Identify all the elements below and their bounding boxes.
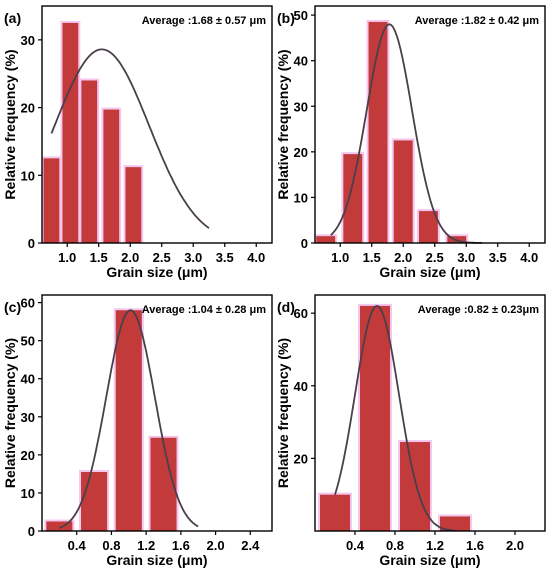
y-tick-label: 30 — [21, 410, 35, 425]
y-tick-label: 60 — [294, 306, 308, 321]
bar — [43, 158, 60, 243]
panel-label: (b) — [277, 10, 295, 26]
y-tick-label: 10 — [294, 190, 308, 205]
y-tick-label: 20 — [294, 451, 308, 466]
y-tick-label: 20 — [21, 101, 35, 116]
y-tick-label: 30 — [294, 99, 308, 114]
bar — [360, 305, 390, 531]
bar — [150, 437, 177, 531]
bar — [440, 516, 470, 531]
panel-label: (d) — [277, 299, 295, 315]
y-tick-label: 10 — [21, 486, 35, 501]
y-tick-label: 60 — [21, 296, 35, 311]
fit-curve — [330, 23, 482, 244]
x-tick-label: 1.0 — [58, 250, 76, 265]
x-tick-label: 1.0 — [331, 250, 349, 265]
bar — [62, 22, 79, 243]
y-tick-label: 50 — [21, 334, 35, 349]
plot-frame — [314, 5, 546, 244]
bar — [81, 472, 108, 531]
x-tick-label: 1.2 — [137, 538, 155, 553]
bar — [343, 154, 363, 243]
x-axis-title: Grain size (μm) — [379, 264, 480, 280]
y-tick-label: 0 — [301, 236, 308, 251]
x-tick-label: 1.5 — [363, 250, 381, 265]
x-tick-label: 2.0 — [121, 250, 139, 265]
x-tick-label: 1.5 — [90, 250, 108, 265]
x-tick-label: 3.5 — [489, 250, 507, 265]
x-tick-label: 2.0 — [207, 538, 225, 553]
panel-label: (c) — [4, 299, 21, 315]
average-annotation: Average :0.82 ± 0.23μm — [418, 304, 539, 316]
average-annotation: Average :1.82 ± 0.42 μm — [415, 15, 539, 27]
y-tick-label: 10 — [21, 168, 35, 183]
fit-curve — [59, 309, 199, 529]
chart-panel-3: 0.4 0.8 1.2 1.6 2.0 2.4 0 10 20 30 40 50 60 Grain siz… — [2, 294, 273, 568]
x-tick-label: 0.4 — [346, 538, 365, 553]
y-tick-label: 30 — [21, 33, 35, 48]
x-tick-label: 3.0 — [457, 250, 475, 265]
y-axis-title: Relative frequency (%) — [2, 49, 18, 199]
bar — [115, 310, 142, 531]
plot-frame — [41, 5, 273, 244]
average-annotation: Average :1.68 ± 0.57 μm — [142, 15, 266, 27]
x-axis-title: Grain size (μm) — [379, 552, 480, 568]
x-tick-label: 2.0 — [506, 538, 524, 553]
panel-label: (a) — [4, 10, 21, 26]
y-tick-label: 40 — [294, 379, 308, 394]
bar — [418, 211, 438, 243]
bar — [46, 521, 73, 531]
fit-curve — [334, 304, 456, 532]
y-tick-label: 20 — [21, 448, 35, 463]
x-tick-label: 0.4 — [68, 538, 87, 553]
x-tick-label: 2.5 — [426, 250, 444, 265]
x-tick-label: 0.8 — [102, 538, 120, 553]
x-tick-label: 0.8 — [386, 538, 404, 553]
x-tick-label: 1.2 — [426, 538, 444, 553]
x-tick-label: 4.0 — [247, 250, 265, 265]
x-tick-label: 3.5 — [216, 250, 234, 265]
chart-panel-1: 1.0 1.5 2.0 2.5 3.0 3.5 4.0 0 10 20 30 Grain size (… — [2, 5, 273, 280]
x-tick-label: 2.5 — [153, 250, 171, 265]
y-tick-label: 40 — [21, 372, 35, 387]
bar — [320, 494, 350, 531]
x-tick-label: 3.0 — [184, 250, 202, 265]
y-tick-label: 50 — [294, 8, 308, 23]
y-tick-label: 0 — [28, 236, 35, 251]
x-axis-title: Grain size (μm) — [106, 264, 207, 280]
chart-panel-4: 0.4 0.8 1.2 1.6 2.0 20 40 60 Grain size (μm) Rela… — [275, 294, 546, 568]
bar — [316, 236, 336, 243]
bar — [125, 167, 142, 243]
y-tick-label: 20 — [294, 145, 308, 160]
x-tick-label: 4.0 — [520, 250, 538, 265]
y-tick-label: 40 — [294, 54, 308, 69]
y-tick-label: 0 — [28, 524, 35, 539]
y-axis-title: Relative frequency (%) — [275, 49, 291, 199]
bar — [368, 21, 388, 244]
chart-panel-2: 1.0 1.5 2.0 2.5 3.0 3.5 4.0 0 10 20 30 40 50 Grain si… — [275, 5, 546, 280]
x-tick-label: 2.0 — [394, 250, 412, 265]
x-tick-label: 1.6 — [172, 538, 190, 553]
y-axis-title: Relative frequency (%) — [275, 338, 291, 488]
x-axis-title: Grain size (μm) — [106, 552, 207, 568]
y-axis-title: Relative frequency (%) — [2, 338, 18, 488]
bar — [400, 442, 430, 531]
plot-frame — [41, 294, 273, 532]
bar — [81, 80, 98, 243]
fit-curve — [50, 48, 210, 229]
x-tick-label: 1.6 — [466, 538, 484, 553]
x-tick-label: 2.4 — [241, 538, 260, 553]
bar — [393, 140, 413, 243]
average-annotation: Average :1.04 ± 0.28 μm — [142, 304, 266, 316]
plot-frame — [314, 294, 546, 532]
bar — [103, 109, 120, 243]
